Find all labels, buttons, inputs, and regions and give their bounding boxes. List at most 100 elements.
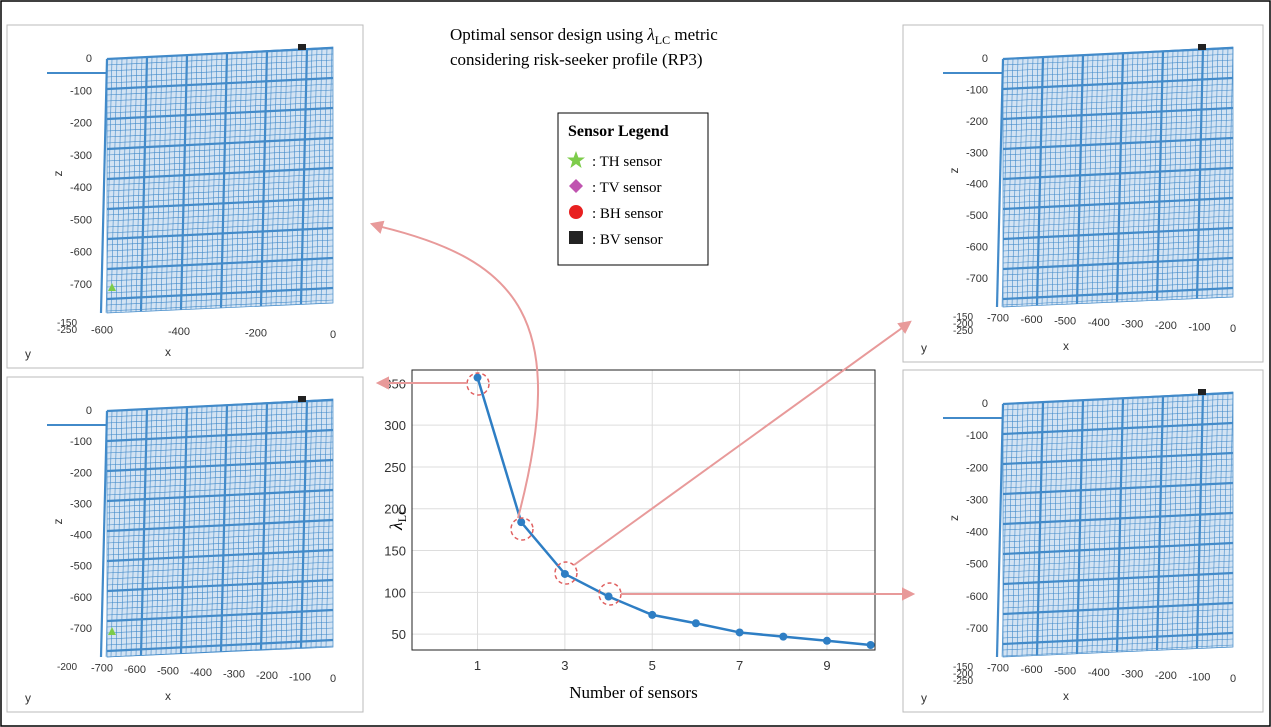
structure-line	[1026, 57, 1034, 306]
structure-line	[106, 76, 334, 91]
z-axis-label: z	[51, 171, 65, 177]
structure-line	[1002, 571, 1234, 586]
panels: 0 -100 -200 -300 -400 -500 -600 -700 -600 -400 -20…	[6, 24, 1264, 713]
x-tick-label: -400	[168, 326, 190, 338]
structure-line	[106, 83, 334, 96]
structure-line	[106, 239, 334, 252]
highlight	[466, 372, 490, 396]
structure-line	[106, 136, 334, 151]
structure-line	[1002, 554, 1234, 567]
structure-line	[1002, 245, 1234, 258]
structure-line	[106, 608, 334, 623]
x-tick-label: -600	[1021, 314, 1043, 326]
z-tick-label: -500	[966, 559, 988, 571]
structure-line	[1206, 393, 1214, 648]
x-tick-label: 7	[736, 658, 743, 673]
structure-line	[310, 399, 318, 648]
structure-line	[106, 555, 334, 568]
structure-line	[1171, 394, 1179, 650]
x-tick-label: 0	[330, 329, 336, 341]
x-tick-label: 0	[1230, 323, 1236, 335]
structure-line	[1171, 49, 1179, 300]
structure-line	[106, 131, 334, 144]
structure-line	[1002, 239, 1234, 252]
sensor-marker	[298, 44, 306, 50]
structure-line	[106, 507, 334, 520]
structure-line	[106, 95, 334, 108]
structure-line	[106, 645, 334, 658]
x-tick-label: -700	[987, 313, 1009, 325]
structure-line	[106, 627, 334, 640]
structure-line	[1002, 566, 1234, 579]
legend-diamond	[569, 179, 583, 193]
structure-line	[106, 281, 334, 294]
x-tick-label: -500	[1054, 666, 1076, 678]
x-tick-label: -400	[1088, 317, 1110, 329]
x-tick-label: -200	[245, 328, 267, 340]
panel: 0 -100 -200 -300 -400 -500 -600 -700 -700 -600 -50…	[902, 369, 1264, 713]
structure-line	[1002, 391, 1234, 406]
structure-line	[305, 48, 313, 304]
point	[779, 632, 788, 641]
point	[648, 610, 657, 619]
structure-line	[1002, 95, 1234, 108]
structure-line	[275, 401, 283, 650]
z-tick-label: 0	[86, 53, 92, 65]
y-tick-label: -200	[953, 319, 973, 330]
panel: 0 -100 -200 -300 -400 -500 -600 -700 -700 -600 -50…	[6, 376, 364, 713]
x-tick-label: 9	[823, 658, 830, 673]
structure-line	[1195, 393, 1205, 649]
y-tick-label: -150	[953, 662, 973, 673]
structure-line	[106, 173, 334, 186]
structure-line	[1002, 590, 1234, 603]
structure-line	[106, 149, 334, 162]
z-tick-label: -300	[966, 147, 988, 159]
structure-line	[106, 65, 334, 78]
x-tick-label: 0	[330, 673, 336, 685]
structure-line	[106, 531, 334, 544]
structure-line	[219, 404, 229, 652]
highlight	[510, 517, 534, 541]
structure-line	[139, 408, 149, 656]
structure-line	[1002, 76, 1234, 91]
structure-line	[1002, 434, 1234, 447]
structure-line	[230, 404, 238, 652]
structure-line	[106, 113, 334, 126]
structure-line	[259, 402, 269, 650]
structure-line	[1061, 55, 1069, 305]
structure-line	[1002, 476, 1234, 489]
structure-line	[106, 428, 334, 443]
structure-line	[210, 405, 218, 653]
legend-entry: : BH sensor	[592, 206, 663, 222]
structure-line	[106, 543, 334, 556]
structure-line	[315, 47, 323, 304]
structure-line	[120, 409, 128, 657]
z-tick-label: -500	[70, 561, 92, 573]
structure-line	[106, 633, 334, 646]
structure-line	[1035, 56, 1045, 306]
structure-line	[106, 465, 334, 478]
structure-line	[1002, 488, 1234, 501]
structure-line	[1002, 196, 1234, 211]
structure-line	[1002, 614, 1234, 627]
x-tick-label: -300	[1121, 669, 1143, 681]
x-tick-label: -200	[1155, 670, 1177, 682]
structure-line	[1091, 54, 1099, 303]
structure-line	[106, 561, 334, 574]
structure-line	[1221, 392, 1229, 648]
structure-line	[1002, 451, 1234, 466]
structure-line	[106, 591, 334, 604]
structure-line	[1195, 48, 1205, 299]
structure-line	[125, 409, 133, 656]
structure-line	[106, 125, 334, 138]
structure-line	[106, 203, 334, 216]
structure-line	[110, 410, 118, 657]
structure-line	[106, 423, 334, 436]
structure-line	[1002, 71, 1234, 84]
structure-line	[1121, 52, 1129, 302]
structure-line	[299, 48, 309, 305]
structure-line	[106, 567, 334, 580]
z-tick-label: -400	[966, 527, 988, 539]
panel: 0 -100 -200 -300 -400 -500 -600 -700 -600 -400 -20…	[6, 24, 364, 369]
